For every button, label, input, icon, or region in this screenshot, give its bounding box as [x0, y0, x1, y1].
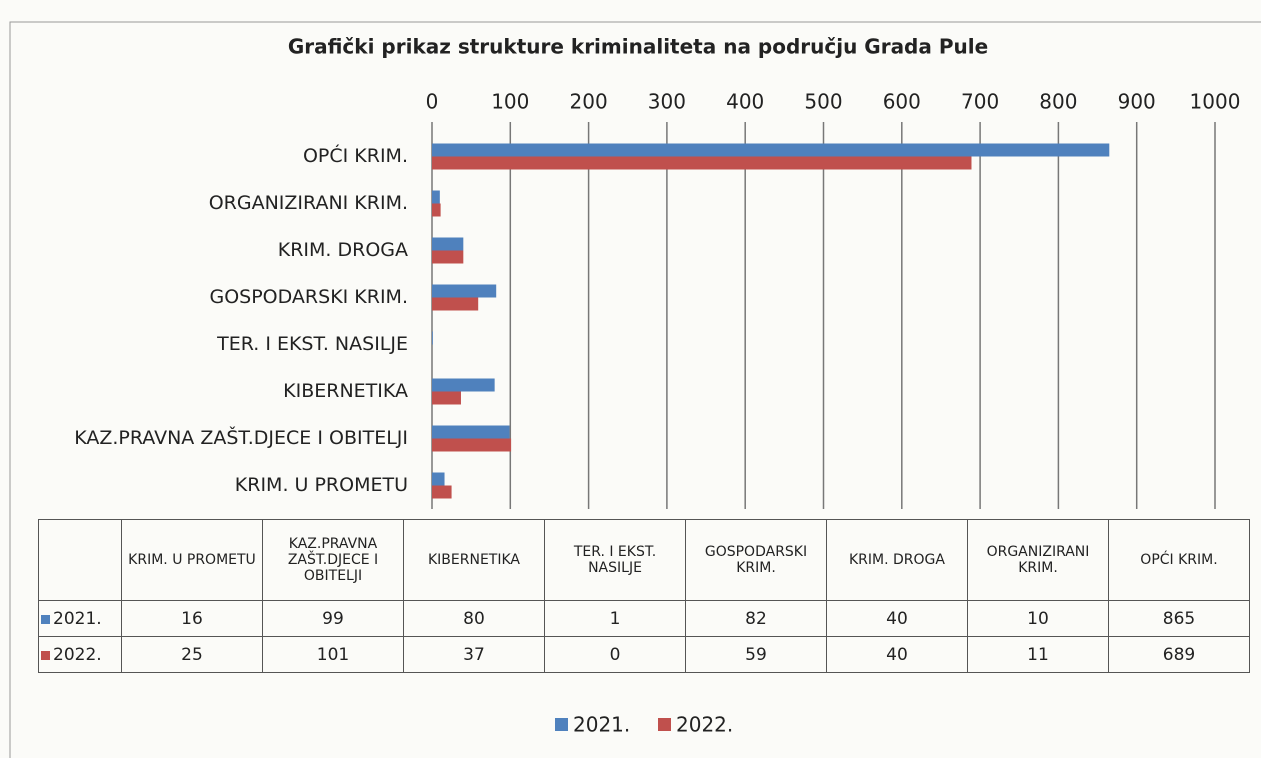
bar [432, 250, 464, 264]
bar [432, 237, 464, 251]
table-cell: 99 [262, 600, 404, 637]
bar [432, 203, 441, 217]
chart-title: Grafički prikaz strukture kriminaliteta … [288, 35, 988, 59]
y-tick-label: OPĆI KRIM. [303, 143, 408, 167]
table-header-cell: OPĆI KRIM. [1108, 519, 1250, 601]
x-tick-label: 200 [570, 90, 608, 114]
table-cell: 689 [1108, 636, 1250, 673]
table-cell: 40 [826, 636, 968, 673]
table-header-cell: KRIM. DROGA [826, 519, 968, 601]
legend-swatch [555, 718, 568, 731]
x-tick-label: 100 [491, 90, 529, 114]
table-header-cell: GOSPODARSKI KRIM. [685, 519, 827, 601]
bar [432, 190, 440, 204]
bar [432, 284, 497, 298]
table-cell: 0 [544, 636, 686, 673]
table-row: 2021. 16 99 80 1 82 40 10 865 [38, 600, 1250, 637]
x-tick-label: 800 [1039, 90, 1077, 114]
table-row-label: 2021. [38, 600, 122, 637]
bar [432, 297, 479, 311]
legend-swatch [658, 718, 671, 731]
x-tick-label: 500 [804, 90, 842, 114]
x-tick-label: 600 [883, 90, 921, 114]
table-header-cell: KRIM. U PROMETU [121, 519, 263, 601]
legend-label: 2021. [53, 608, 102, 629]
bar [432, 156, 972, 170]
y-tick-label: KAZ.PRAVNA ZAŠT.DJECE I OBITELJI [74, 425, 408, 449]
table-corner [38, 519, 122, 601]
table-header-cell: TER. I EKST. NASILJE [544, 519, 686, 601]
legend-label: 2022. [53, 644, 102, 665]
y-tick-label: KRIM. DROGA [278, 239, 408, 261]
table-cell: 59 [685, 636, 827, 673]
legend-label: 2021. [573, 713, 630, 737]
table-cell: 40 [826, 600, 968, 637]
bar [432, 425, 510, 439]
bar [432, 331, 433, 345]
table-cell: 1 [544, 600, 686, 637]
table-cell: 101 [262, 636, 404, 673]
table-cell: 82 [685, 600, 827, 637]
bar [432, 485, 452, 499]
bar [432, 472, 445, 486]
y-tick-label: GOSPODARSKI KRIM. [209, 286, 408, 308]
x-tick-label: 1000 [1190, 90, 1241, 114]
table-cell: 80 [403, 600, 545, 637]
table-header-cell: ORGANIZIRANI KRIM. [967, 519, 1109, 601]
table-row-label: 2022. [38, 636, 122, 673]
legend-swatch [41, 650, 50, 660]
table-header-cell: KIBERNETIKA [403, 519, 545, 601]
x-tick-label: 700 [961, 90, 999, 114]
bar [432, 378, 495, 392]
x-tick-label: 400 [726, 90, 764, 114]
table-cell: 25 [121, 636, 263, 673]
x-tick-label: 300 [648, 90, 686, 114]
table-cell: 11 [967, 636, 1109, 673]
y-tick-label: KRIM. U PROMETU [235, 474, 408, 496]
bar [432, 438, 512, 452]
bar [432, 143, 1110, 157]
table-cell: 37 [403, 636, 545, 673]
table-cell: 865 [1108, 600, 1250, 637]
table-header-cell: KAZ.PRAVNA ZAŠT.DJECE I OBITELJI [262, 519, 404, 601]
table-row: 2022. 25 101 37 0 59 40 11 689 [38, 636, 1250, 673]
table-cell: 10 [967, 600, 1109, 637]
table-header-row: KRIM. U PROMETU KAZ.PRAVNA ZAŠT.DJECE I O… [38, 519, 1250, 601]
y-tick-label: KIBERNETIKA [283, 380, 408, 402]
x-tick-label: 0 [426, 90, 439, 114]
x-tick-label: 900 [1118, 90, 1156, 114]
legend-swatch [41, 614, 50, 624]
table-cell: 16 [121, 600, 263, 637]
legend-label: 2022. [676, 713, 733, 737]
y-tick-label: TER. I EKST. NASILJE [216, 333, 408, 355]
y-tick-label: ORGANIZIRANI KRIM. [209, 192, 408, 214]
data-table: KRIM. U PROMETU KAZ.PRAVNA ZAŠT.DJECE I O… [38, 519, 1250, 673]
frame [9, 21, 1261, 758]
bar [432, 391, 461, 405]
